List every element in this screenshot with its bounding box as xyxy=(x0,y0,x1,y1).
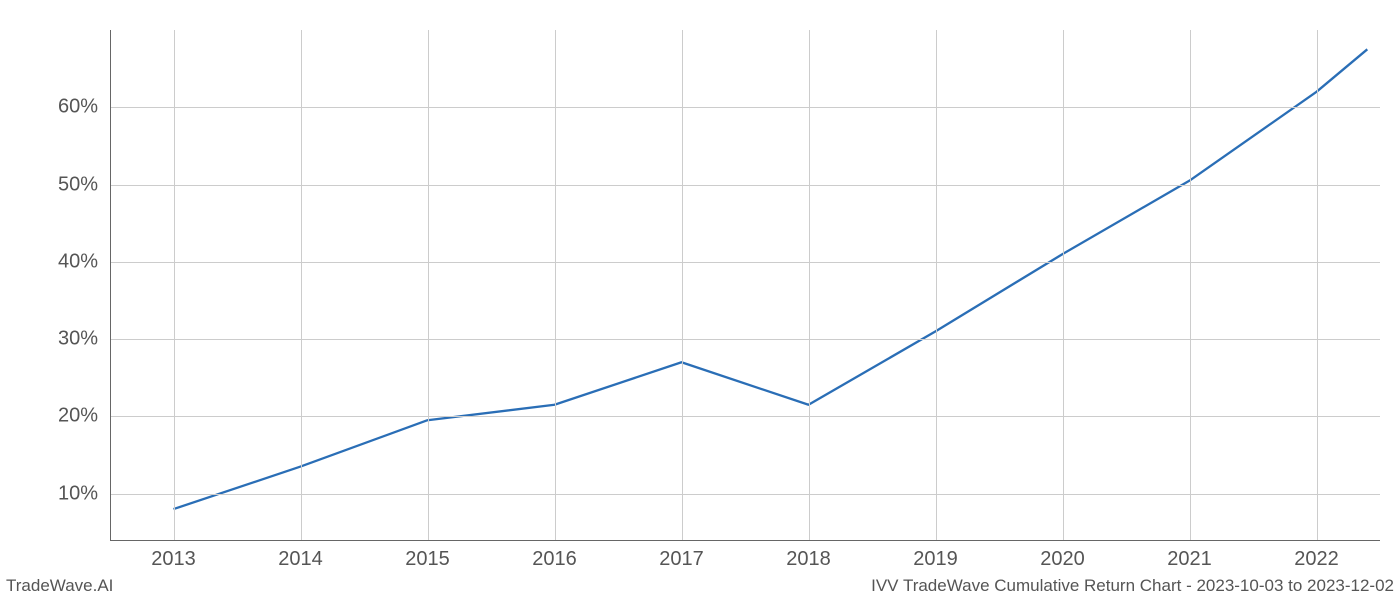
y-tick-label: 60% xyxy=(58,96,98,119)
x-tick-label: 2016 xyxy=(532,548,577,571)
y-axis-line xyxy=(110,30,111,540)
x-tick-label: 2019 xyxy=(913,548,958,571)
footer-left-label: TradeWave.AI xyxy=(6,576,113,596)
y-tick-label: 10% xyxy=(58,482,98,505)
gridline-horizontal xyxy=(110,494,1380,495)
footer-right-label: IVV TradeWave Cumulative Return Chart - … xyxy=(871,576,1394,596)
return-line xyxy=(174,49,1368,509)
x-tick-label: 2015 xyxy=(405,548,450,571)
return-chart: TradeWave.AI IVV TradeWave Cumulative Re… xyxy=(0,0,1400,600)
gridline-horizontal xyxy=(110,339,1380,340)
x-tick-label: 2018 xyxy=(786,548,831,571)
gridline-horizontal xyxy=(110,262,1380,263)
x-tick-label: 2020 xyxy=(1040,548,1085,571)
y-tick-label: 30% xyxy=(58,328,98,351)
x-tick-label: 2021 xyxy=(1167,548,1212,571)
x-tick-label: 2017 xyxy=(659,548,704,571)
x-tick-label: 2022 xyxy=(1294,548,1339,571)
gridline-horizontal xyxy=(110,107,1380,108)
x-tick-label: 2014 xyxy=(278,548,323,571)
x-tick-label: 2013 xyxy=(151,548,196,571)
y-tick-label: 40% xyxy=(58,250,98,273)
plot-area xyxy=(110,30,1380,540)
gridline-horizontal xyxy=(110,416,1380,417)
y-tick-label: 20% xyxy=(58,405,98,428)
x-axis-line xyxy=(110,540,1380,541)
y-tick-label: 50% xyxy=(58,173,98,196)
gridline-horizontal xyxy=(110,185,1380,186)
